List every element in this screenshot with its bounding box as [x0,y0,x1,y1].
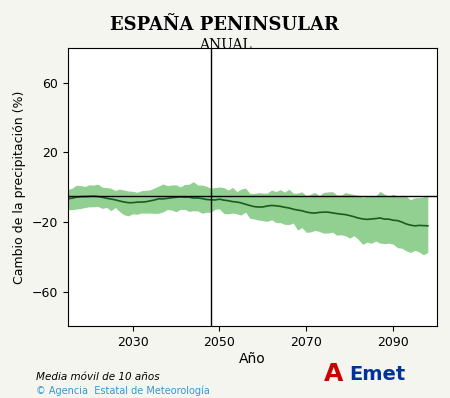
Text: ANUAL: ANUAL [198,38,252,52]
Text: Media móvil de 10 años: Media móvil de 10 años [36,372,160,382]
Text: Emet: Emet [350,365,406,384]
Text: A: A [324,362,343,386]
Text: ESPAÑA PENINSULAR: ESPAÑA PENINSULAR [111,16,339,34]
X-axis label: Año: Año [238,352,266,366]
Y-axis label: Cambio de la precipitación (%): Cambio de la precipitación (%) [13,90,26,284]
Text: © Agencia  Estatal de Meteorología: © Agencia Estatal de Meteorología [36,386,210,396]
